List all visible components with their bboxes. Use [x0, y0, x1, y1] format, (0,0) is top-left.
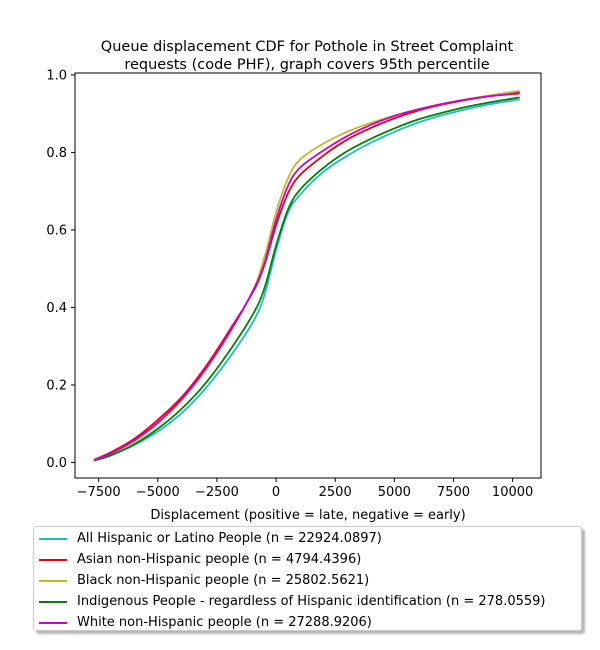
- x-axis-label: Displacement (positive = late, negative …: [150, 508, 465, 523]
- y-tick-label: 0.0: [46, 456, 67, 471]
- legend: All Hispanic or Latino People (n = 22924…: [33, 526, 582, 631]
- legend-swatch: [39, 579, 67, 582]
- legend-entry: Asian non-Hispanic people (n = 4794.4396…: [34, 549, 361, 570]
- y-axis: 0.0 0.2 0.4 0.6 0.8 1.0: [46, 68, 75, 471]
- legend-entry: Indigenous People - regardless of Hispan…: [34, 591, 546, 612]
- legend-entry: White non-Hispanic people (n = 27288.920…: [34, 612, 372, 633]
- x-tick-label: −2500: [195, 485, 239, 500]
- x-tick-label: 5000: [378, 485, 411, 500]
- series-line-2: [93, 91, 520, 461]
- legend-swatch: [39, 600, 67, 603]
- x-tick-label: −7500: [77, 485, 121, 500]
- legend-label: White non-Hispanic people (n = 27288.920…: [77, 615, 372, 630]
- x-tick-label: 0: [272, 485, 280, 500]
- series-line-3: [93, 89, 520, 462]
- x-tick-label: 7500: [437, 485, 470, 500]
- y-tick-label: 1.0: [46, 68, 67, 83]
- x-axis: −7500 −5000 −2500 0 2500 5000 7500 10000: [77, 478, 533, 500]
- legend-swatch: [39, 621, 67, 624]
- series-line-1: [93, 98, 520, 462]
- x-tick-label: −5000: [136, 485, 180, 500]
- x-tick-label: 10000: [492, 485, 533, 500]
- legend-swatch: [39, 558, 67, 561]
- series-line-4: [93, 96, 520, 462]
- y-tick-label: 0.8: [46, 146, 67, 161]
- y-tick-label: 0.4: [46, 301, 67, 316]
- legend-label: Indigenous People - regardless of Hispan…: [77, 594, 546, 609]
- legend-label: Black non-Hispanic people (n = 25802.562…: [77, 573, 370, 588]
- y-tick-label: 0.6: [46, 223, 67, 238]
- series-line-5: [93, 92, 520, 462]
- legend-label: Asian non-Hispanic people (n = 4794.4396…: [77, 552, 362, 567]
- x-tick-label: 2500: [319, 485, 352, 500]
- chart-title-line-1: Queue displacement CDF for Pothole in St…: [101, 39, 514, 55]
- legend-label: All Hispanic or Latino People (n = 22924…: [77, 531, 382, 546]
- y-tick-label: 0.2: [46, 378, 67, 393]
- chart-title-line-2: requests (code PHF), graph covers 95th p…: [124, 57, 489, 73]
- plot-frame: [74, 72, 542, 479]
- legend-entry: All Hispanic or Latino People (n = 22924…: [34, 528, 382, 549]
- legend-swatch: [39, 537, 67, 540]
- series-layer: [93, 89, 520, 462]
- legend-entry: Black non-Hispanic people (n = 25802.562…: [34, 570, 369, 591]
